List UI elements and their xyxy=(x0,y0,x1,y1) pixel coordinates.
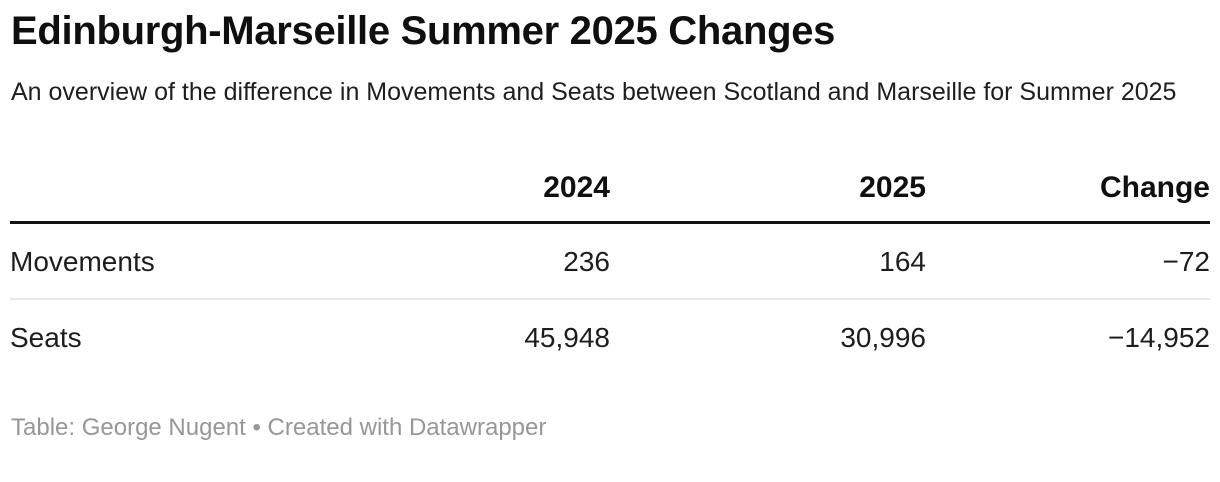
cell-seats-2024: 45,948 xyxy=(524,322,610,353)
cell-seats-change: −14,952 xyxy=(1108,322,1210,353)
chart-title: Edinburgh-Marseille Summer 2025 Changes xyxy=(11,9,836,53)
chart-credit: Table: George Nugent • Created with Data… xyxy=(11,414,547,441)
column-header-2025: 2025 xyxy=(859,171,926,204)
table-header-row: 2024 2025 Change xyxy=(10,158,1210,223)
row-label: Seats xyxy=(10,322,82,353)
column-header-2024: 2024 xyxy=(543,171,610,204)
chart-subtitle: An overview of the difference in Movemen… xyxy=(11,78,1177,106)
data-table: 2024 2025 Change Movements 236 164 −72 S… xyxy=(10,158,1210,374)
column-header-change: Change xyxy=(1099,171,1210,204)
cell-movements-2024: 236 xyxy=(563,246,610,277)
column-header-empty xyxy=(10,158,340,223)
cell-movements-change: −72 xyxy=(1162,246,1211,277)
table-row-movements: Movements 236 164 −72 xyxy=(10,223,1211,299)
table-body: Movements 236 164 −72 Seats 45,948 30,99… xyxy=(10,223,1210,375)
cell-movements-2025: 164 xyxy=(879,246,926,277)
cell-seats-2025: 30,996 xyxy=(840,322,926,353)
row-label: Movements xyxy=(10,246,155,277)
table-header: 2024 2025 Change xyxy=(10,158,1210,223)
table-row-seats: Seats 45,948 30,996 −14,952 xyxy=(10,299,1210,374)
